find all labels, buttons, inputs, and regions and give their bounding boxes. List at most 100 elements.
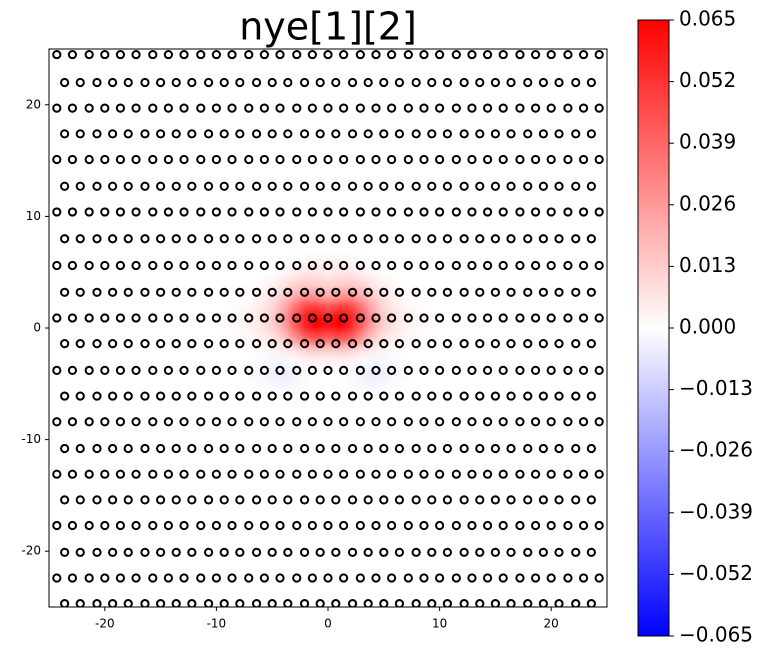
atom bbox=[163, 417, 174, 427]
atom bbox=[307, 573, 317, 583]
atom bbox=[546, 154, 556, 165]
atom bbox=[156, 129, 166, 139]
atom bbox=[482, 417, 493, 427]
atom bbox=[563, 365, 573, 376]
atom bbox=[411, 181, 421, 191]
atom bbox=[292, 49, 302, 60]
atom bbox=[171, 443, 181, 454]
atom bbox=[467, 417, 477, 427]
atom bbox=[115, 313, 126, 323]
atom bbox=[403, 417, 413, 427]
atom bbox=[92, 287, 102, 297]
atom bbox=[490, 287, 500, 297]
atom bbox=[379, 181, 389, 191]
atom bbox=[394, 234, 405, 244]
atom bbox=[84, 103, 94, 113]
atom bbox=[187, 181, 197, 191]
atom bbox=[530, 520, 541, 531]
heat-cell bbox=[422, 355, 435, 368]
atom bbox=[235, 77, 245, 88]
atom bbox=[339, 520, 349, 531]
atom bbox=[563, 49, 573, 60]
atom bbox=[475, 443, 485, 454]
atom bbox=[283, 443, 293, 454]
atom bbox=[419, 207, 429, 217]
atom bbox=[179, 365, 189, 376]
heat-cell bbox=[233, 255, 245, 268]
atom bbox=[299, 391, 310, 401]
atom bbox=[379, 77, 389, 88]
heat-cell bbox=[288, 300, 301, 312]
heat-cell bbox=[378, 378, 390, 390]
atom bbox=[387, 103, 397, 113]
atom bbox=[92, 129, 102, 139]
atom bbox=[594, 49, 604, 60]
atom bbox=[292, 520, 302, 531]
heat-cell bbox=[244, 378, 256, 390]
atom bbox=[435, 417, 445, 427]
atom bbox=[459, 129, 469, 139]
atom bbox=[52, 103, 62, 113]
atom bbox=[244, 573, 254, 583]
atom bbox=[148, 154, 158, 165]
atom bbox=[442, 443, 453, 454]
heat-cell bbox=[355, 344, 368, 357]
atom bbox=[299, 495, 310, 505]
atom bbox=[363, 391, 373, 401]
atom bbox=[275, 520, 285, 531]
atom bbox=[515, 207, 525, 217]
atom bbox=[323, 365, 333, 376]
atom bbox=[419, 154, 429, 165]
heat-cell bbox=[411, 378, 424, 390]
heat-cell bbox=[244, 266, 256, 279]
atom bbox=[563, 260, 573, 271]
heat-cell bbox=[434, 288, 446, 301]
atom bbox=[259, 103, 269, 113]
atom bbox=[563, 469, 573, 479]
atom bbox=[283, 339, 293, 349]
heat-cell bbox=[210, 333, 223, 346]
atom bbox=[435, 207, 445, 217]
atom bbox=[131, 520, 141, 531]
atom bbox=[52, 417, 62, 427]
atom bbox=[506, 287, 516, 297]
atom bbox=[323, 417, 333, 427]
atom bbox=[451, 49, 461, 60]
heat-cell bbox=[355, 300, 368, 312]
atom bbox=[563, 154, 573, 165]
atom bbox=[196, 313, 206, 323]
atom bbox=[538, 547, 548, 557]
heat-cell bbox=[266, 355, 279, 368]
atom bbox=[123, 129, 133, 139]
atom bbox=[427, 547, 437, 557]
colorbar-tick-label: 0.000 bbox=[679, 315, 736, 339]
heat-cell bbox=[233, 367, 245, 379]
atom bbox=[275, 469, 285, 479]
heat-cell bbox=[333, 355, 346, 368]
atom bbox=[115, 520, 126, 531]
atom bbox=[179, 469, 189, 479]
atom bbox=[363, 77, 373, 88]
atom bbox=[315, 391, 325, 401]
atom bbox=[490, 234, 500, 244]
atom bbox=[292, 417, 302, 427]
atom bbox=[115, 103, 126, 113]
atom bbox=[275, 49, 285, 60]
atom bbox=[84, 313, 94, 323]
atom bbox=[363, 287, 373, 297]
atom bbox=[578, 49, 589, 60]
atom bbox=[187, 443, 197, 454]
heat-cell bbox=[344, 344, 357, 357]
atom bbox=[459, 547, 469, 557]
atom bbox=[219, 443, 229, 454]
atom bbox=[299, 443, 310, 454]
atom bbox=[554, 339, 564, 349]
atom bbox=[530, 207, 541, 217]
heat-cell bbox=[311, 266, 323, 279]
atom bbox=[523, 599, 533, 607]
atom bbox=[171, 599, 181, 607]
atom bbox=[171, 339, 181, 349]
atom bbox=[315, 547, 325, 557]
atom bbox=[530, 417, 541, 427]
heat-cell bbox=[389, 344, 402, 357]
